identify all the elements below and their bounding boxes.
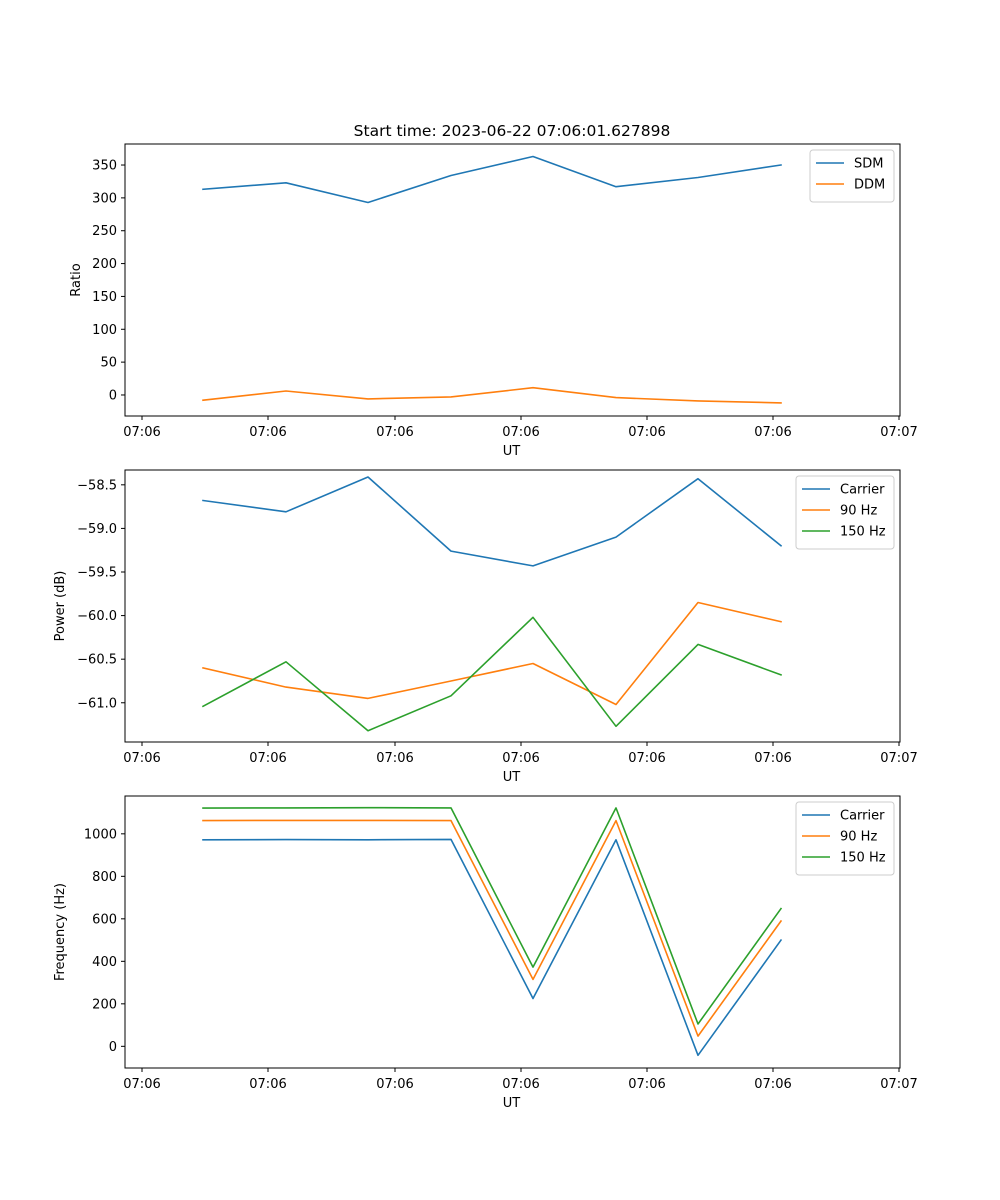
power-subplot: −61.0 −60.5 −60.0 −59.5 −59.0 −58.5 07:06 07:06…: [53, 469, 918, 785]
frequency-y-tick-label: 200: [92, 997, 117, 1012]
power-legend-label: 150 Hz: [840, 525, 886, 540]
frequency-x-tick-label: 07:06: [249, 1077, 286, 1092]
frequency-legend: Carrier 90 Hz 150 Hz: [795, 801, 895, 876]
frequency-axes-frame: [124, 795, 901, 1069]
ratio-y-tick-label: 350: [92, 159, 117, 174]
ratio-y-tick-label: 50: [100, 356, 117, 371]
figure-title: Start time: 2023-06-22 07:06:01.627898: [354, 122, 671, 140]
ratio-y-tick-label: 0: [109, 388, 117, 403]
frequency-y-tick-label: 0: [109, 1040, 117, 1055]
frequency-y-tick-label: 600: [92, 912, 117, 927]
power-series-150-hz-line: [201, 616, 783, 732]
ratio-x-tick-label: 07:06: [628, 425, 665, 440]
frequency-legend-label: 150 Hz: [840, 851, 886, 866]
ratio-legend: SDM DDM: [809, 149, 895, 203]
frequency-x-tick-label: 07:06: [628, 1077, 665, 1092]
frequency-series-carrier-line: [202, 838, 783, 1057]
ratio-subplot: 0 50 100 150 200 250 300 350 07:06 07:06 07:06 07:0…: [69, 143, 918, 459]
frequency-x-tick-label: 07:06: [123, 1077, 160, 1092]
power-y-axis-label: Power (dB): [53, 571, 68, 642]
ratio-x-tick-label: 07:06: [754, 425, 791, 440]
power-x-tick-label: 07:06: [249, 751, 286, 766]
power-y-tick-label: −59.0: [77, 522, 117, 537]
ratio-y-tick-label: 100: [92, 323, 117, 338]
power-y-tick-label: −61.0: [77, 696, 117, 711]
power-legend-label: 90 Hz: [840, 504, 877, 519]
frequency-x-tick-label: 07:06: [376, 1077, 413, 1092]
ratio-y-axis-label: Ratio: [69, 263, 84, 296]
power-y-tick-label: −60.0: [77, 609, 117, 624]
power-series-90-hz-line: [202, 601, 782, 706]
power-y-tick-label: −60.5: [77, 653, 117, 668]
ratio-x-axis-label: UT: [503, 444, 521, 459]
power-x-tick-label: 07:06: [628, 751, 665, 766]
power-x-tick-label: 07:06: [754, 751, 791, 766]
frequency-y-tick-label: 800: [92, 870, 117, 885]
power-x-tick-label: 07:06: [502, 751, 539, 766]
ratio-x-tick-label: 07:07: [880, 425, 917, 440]
ratio-legend-label: SDM: [854, 157, 883, 172]
frequency-subplot: 0 200 400 600 800 1000 07:06 07:06 07:06 07:06 07:…: [53, 795, 918, 1111]
frequency-y-tick-label: 1000: [84, 827, 117, 842]
ratio-x-tick-label: 07:06: [249, 425, 286, 440]
power-x-axis-label: UT: [503, 770, 521, 785]
power-y-tick-label: −58.5: [77, 478, 117, 493]
ratio-series-ddm-line: [202, 386, 782, 404]
power-x-tick-label: 07:06: [123, 751, 160, 766]
ratio-legend-label: DDM: [854, 178, 885, 193]
ratio-series-sdm-line: [202, 155, 782, 204]
power-legend: Carrier 90 Hz 150 Hz: [795, 475, 895, 550]
frequency-x-tick-label: 07:06: [754, 1077, 791, 1092]
frequency-y-tick-label: 400: [92, 955, 117, 970]
power-series-carrier-line: [202, 476, 783, 567]
ratio-x-tick-label: 07:06: [123, 425, 160, 440]
ratio-y-tick-label: 200: [92, 257, 117, 272]
frequency-legend-label: Carrier: [840, 809, 885, 824]
power-x-tick-label: 07:07: [880, 751, 917, 766]
ratio-y-tick-label: 250: [92, 224, 117, 239]
frequency-series-90-hz-line: [202, 819, 783, 1037]
power-axes-frame: [124, 469, 901, 743]
ratio-x-tick-label: 07:06: [502, 425, 539, 440]
subplots: 0 50 100 150 200 250 300 350 07:06 07:06 07:06 07:0…: [53, 143, 918, 1111]
frequency-x-axis-label: UT: [503, 1096, 521, 1111]
frequency-x-tick-label: 07:06: [502, 1077, 539, 1092]
frequency-legend-label: 90 Hz: [840, 830, 877, 845]
frequency-x-tick-label: 07:07: [880, 1077, 917, 1092]
power-y-tick-label: −59.5: [77, 566, 117, 581]
frequency-y-axis-label: Frequency (Hz): [53, 883, 68, 981]
ratio-x-tick-label: 07:06: [376, 425, 413, 440]
ratio-y-tick-label: 150: [92, 290, 117, 305]
ratio-y-tick-label: 300: [92, 191, 117, 206]
frequency-series-150-hz-line: [202, 806, 783, 1025]
ratio-axes-frame: [124, 143, 901, 417]
power-legend-label: Carrier: [840, 483, 885, 498]
power-x-tick-label: 07:06: [376, 751, 413, 766]
